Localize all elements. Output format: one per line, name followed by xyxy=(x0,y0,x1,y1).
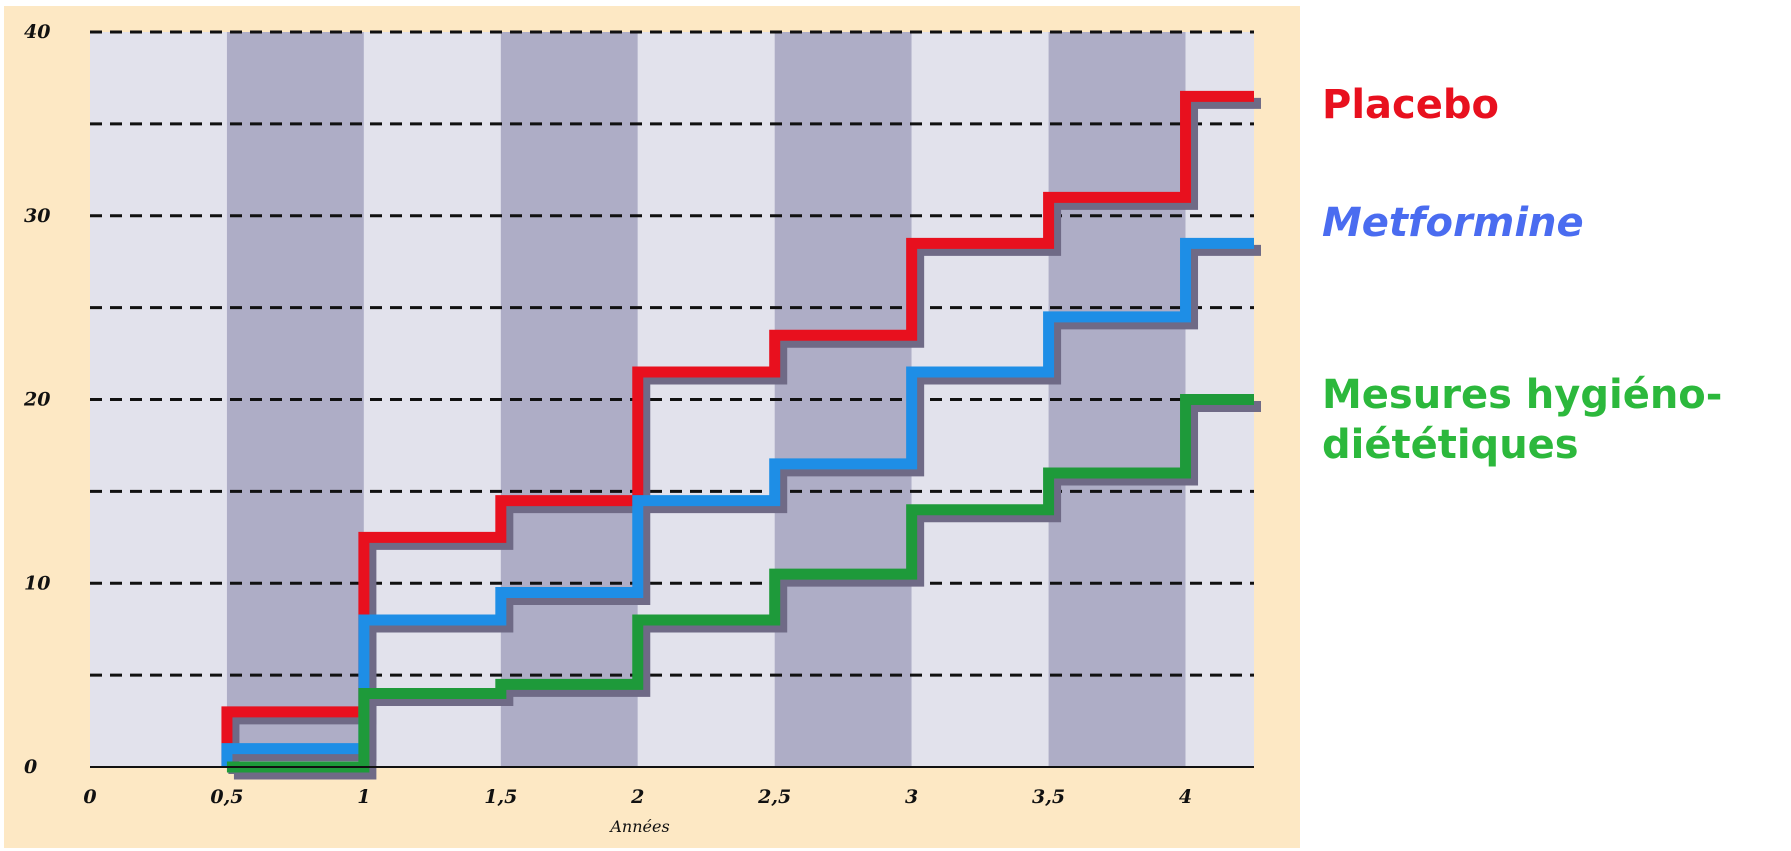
legend-mesures: Mesures hygiéno-diététiques xyxy=(1322,372,1723,468)
chart: 0 10 20 30 40 0 0,5 1 1,5 2 2,5 3 3,5 4 Années xyxy=(4,6,1300,848)
y-tick-label: 40 xyxy=(24,21,50,43)
y-tick-label: 10 xyxy=(24,572,50,594)
x-tick-label: 3 xyxy=(905,786,918,808)
y-tick-label: 20 xyxy=(23,389,50,411)
x-tick-label: 0 xyxy=(83,786,96,808)
x-tick-label: 1 xyxy=(357,786,370,808)
series-line-2 xyxy=(221,237,1254,767)
series-line-3 xyxy=(226,394,1254,773)
legend-metformine: Metformine xyxy=(1322,200,1584,246)
x-tick-label: 1,5 xyxy=(484,786,517,808)
series-shadow xyxy=(233,401,1261,780)
x-tick-label: 3,5 xyxy=(1032,786,1065,808)
x-tick-label: 0,5 xyxy=(210,786,243,808)
legend-placebo: Placebo xyxy=(1322,82,1499,128)
axes: 0 10 20 30 40 0 0,5 1 1,5 2 2,5 3 3,5 4 xyxy=(23,21,1254,808)
series-shadow xyxy=(228,244,1261,774)
x-tick-label: 2,5 xyxy=(757,786,791,808)
series-line-1 xyxy=(221,90,1254,767)
x-tick-label: 4 xyxy=(1179,786,1192,808)
series-layer xyxy=(221,90,1261,780)
y-tick-label: 0 xyxy=(24,756,37,778)
x-axis-title: Années xyxy=(608,817,669,836)
y-tick-label: 30 xyxy=(24,205,50,227)
x-tick-label: 2 xyxy=(630,786,644,808)
series-shadow xyxy=(228,97,1261,774)
